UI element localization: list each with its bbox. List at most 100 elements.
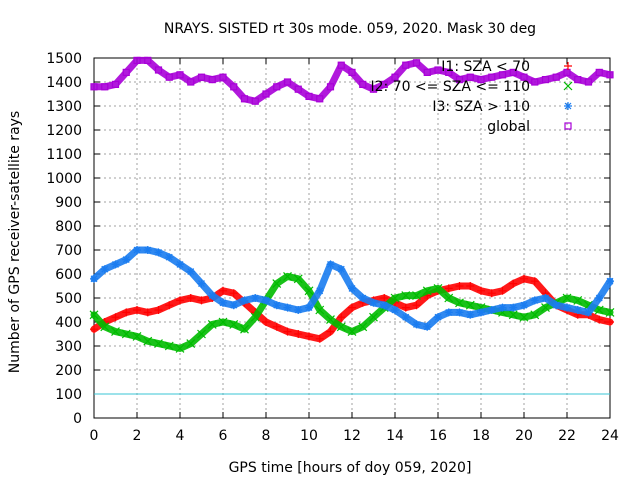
data-point (595, 68, 603, 77)
data-point (466, 73, 474, 81)
data-point (380, 80, 388, 89)
data-point (584, 78, 593, 86)
data-point (176, 296, 184, 305)
data-point (283, 271, 292, 281)
data-point (455, 298, 464, 308)
data-point (520, 274, 528, 283)
data-point (197, 73, 206, 81)
data-point (444, 308, 453, 317)
legend-label: I2: 70 <= SZA <= 110 (370, 79, 530, 95)
data-point (477, 75, 485, 84)
data-point (541, 75, 550, 84)
data-point (315, 334, 324, 343)
legend-label: global (487, 119, 530, 135)
data-point (176, 71, 184, 79)
data-point (250, 312, 260, 322)
data-point (487, 306, 496, 314)
data-point (143, 336, 153, 346)
data-point (197, 329, 206, 339)
data-point (433, 283, 443, 293)
series-1 (89, 271, 615, 353)
y-tick-label: 200 (55, 363, 82, 379)
data-point (541, 294, 550, 302)
data-point (326, 83, 335, 91)
data-point (316, 95, 324, 103)
data-point (305, 332, 313, 341)
data-point (326, 260, 335, 269)
data-point (552, 301, 561, 310)
data-point (530, 310, 540, 320)
data-point (293, 274, 303, 284)
data-point (337, 61, 345, 69)
data-point (144, 56, 152, 65)
data-point (412, 320, 421, 329)
legend-marker (564, 62, 572, 70)
data-point (154, 339, 163, 349)
data-point (326, 315, 335, 325)
data-point (90, 325, 98, 334)
y-tick-label: 1100 (46, 147, 82, 163)
data-point (498, 286, 507, 295)
data-point (520, 301, 528, 310)
y-tick-label: 0 (73, 411, 82, 427)
data-point (337, 265, 346, 274)
data-point (283, 78, 292, 86)
data-point (187, 78, 195, 86)
series-2 (90, 246, 614, 331)
data-point (133, 246, 141, 254)
data-point (401, 313, 410, 322)
data-point (133, 56, 141, 65)
x-tick-label: 18 (472, 428, 490, 444)
data-point (229, 319, 239, 329)
data-point (208, 291, 217, 300)
y-tick-label: 600 (55, 267, 82, 283)
data-point (197, 279, 206, 288)
data-point (305, 303, 313, 312)
data-point (498, 71, 507, 79)
x-axis-label: GPS time [hours of doy 059, 2020] (229, 460, 472, 476)
data-point (304, 286, 314, 296)
data-point (369, 312, 378, 322)
data-point (272, 322, 281, 331)
data-point (283, 303, 292, 312)
data-point (606, 71, 614, 79)
data-point (380, 301, 389, 310)
data-point (519, 312, 529, 322)
data-point (111, 80, 120, 89)
data-point (423, 68, 431, 77)
data-point (100, 322, 110, 332)
data-point (509, 68, 517, 77)
data-point (165, 73, 173, 81)
data-point (305, 92, 313, 101)
data-point (240, 324, 249, 334)
data-point (605, 307, 615, 317)
data-point (208, 75, 216, 84)
data-point (240, 296, 249, 305)
data-point (358, 322, 368, 332)
data-point (391, 73, 399, 81)
chart-title: NRAYS. SISTED rt 30s mode. 059, 2020. Ma… (164, 21, 536, 37)
data-point (477, 286, 485, 295)
data-point (336, 322, 346, 332)
data-point (101, 83, 109, 91)
data-point (294, 85, 302, 93)
data-point (465, 300, 475, 310)
data-point (369, 85, 378, 93)
legend-label: I1: SZA < 70 (441, 59, 530, 75)
data-point (530, 277, 539, 286)
data-point (359, 80, 367, 89)
data-point (531, 78, 539, 86)
y-tick-label: 1000 (46, 171, 82, 187)
data-point (444, 284, 453, 293)
data-point (272, 279, 282, 289)
y-tick-label: 500 (55, 291, 82, 307)
data-point (573, 306, 582, 314)
data-point (369, 298, 378, 307)
series-layer (89, 56, 615, 353)
data-point (358, 294, 367, 302)
data-point (466, 310, 475, 319)
data-point (574, 75, 582, 84)
x-tick-label: 24 (601, 428, 619, 444)
